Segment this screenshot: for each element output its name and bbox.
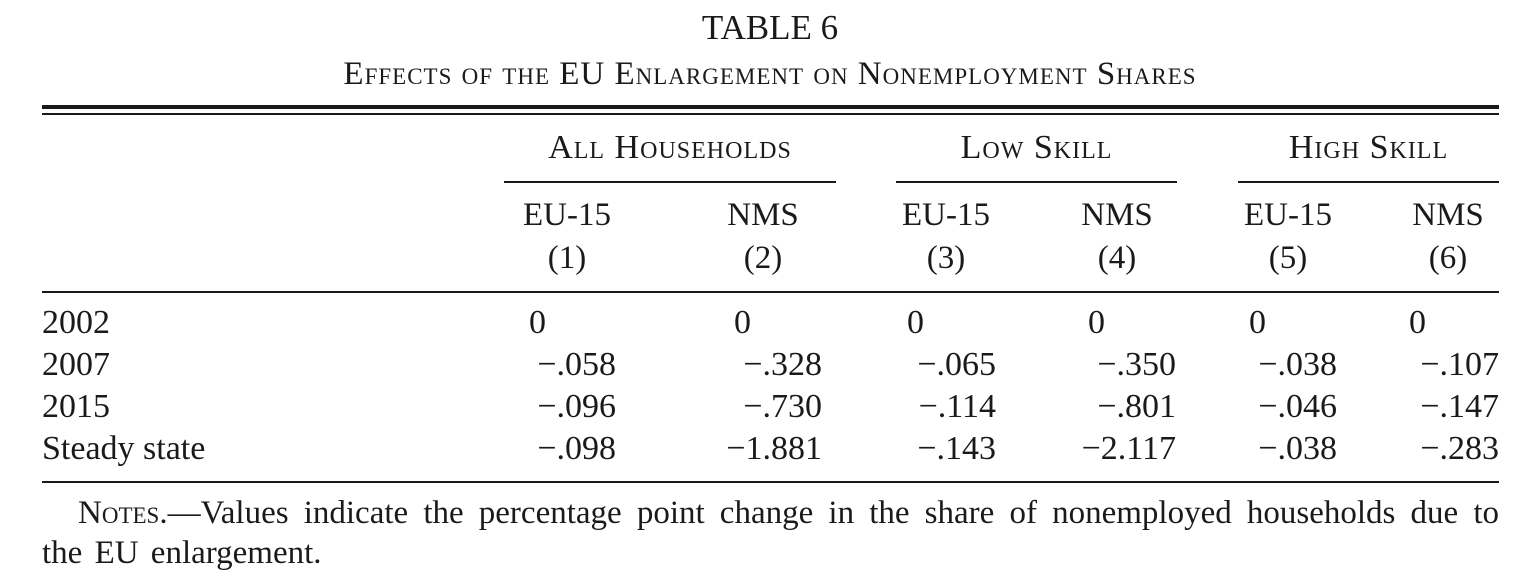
table-cell: −.114	[918, 388, 996, 425]
column-header-4: NMS	[1081, 197, 1153, 233]
bottom-rule	[42, 481, 1499, 483]
table-cell: −2.117	[1081, 430, 1176, 467]
table-cell: −.143	[917, 430, 996, 467]
table-cell: −.098	[537, 430, 616, 467]
column-number-2: (2)	[743, 240, 783, 276]
column-number-3: (3)	[926, 240, 966, 276]
column-header-1: EU-15	[523, 197, 611, 233]
table-cell: 0	[1409, 304, 1426, 341]
table-cell: −.283	[1420, 430, 1499, 467]
table-number: TABLE 6	[701, 8, 839, 47]
group-underline-all-households	[504, 181, 836, 183]
group-underline-high-skill	[1238, 181, 1499, 183]
row-label-2015: 2015	[42, 388, 110, 425]
column-header-6: NMS	[1412, 197, 1484, 233]
row-label-steady-state: Steady state	[42, 430, 206, 467]
table-cell: 0	[1088, 304, 1105, 341]
table-cell: 0	[529, 304, 546, 341]
table-cell: −.038	[1258, 346, 1337, 383]
table-cell: −.096	[537, 388, 616, 425]
top-rule-thick	[42, 105, 1499, 109]
table-cell: −.730	[743, 388, 822, 425]
group-underline-low-skill	[896, 181, 1177, 183]
notes-lead: Notes.	[78, 495, 168, 531]
table-title: Effects of the EU Enlargement on Nonempl…	[343, 56, 1197, 92]
table-cell: −.065	[917, 346, 996, 383]
table-cell: −.046	[1258, 388, 1337, 425]
column-number-6: (6)	[1428, 240, 1468, 276]
column-number-5: (5)	[1268, 240, 1308, 276]
group-header-all-households: All Households	[548, 129, 792, 166]
table-cell: 0	[734, 304, 751, 341]
column-header-3: EU-15	[902, 197, 990, 233]
top-rule-thin	[42, 113, 1499, 115]
table-cell: −.038	[1258, 430, 1337, 467]
column-number-1: (1)	[547, 240, 587, 276]
row-label-2007: 2007	[42, 346, 110, 383]
table-notes: Notes.—Values indicate the percentage po…	[42, 493, 1499, 573]
column-header-5: EU-15	[1244, 197, 1332, 233]
table-cell: −.058	[537, 346, 616, 383]
table-cell: −.350	[1097, 346, 1176, 383]
row-label-2002: 2002	[42, 304, 110, 341]
table-cell: −.328	[743, 346, 822, 383]
group-header-low-skill: Low Skill	[960, 129, 1113, 166]
column-header-2: NMS	[727, 197, 799, 233]
group-header-high-skill: High Skill	[1288, 129, 1449, 166]
header-rule	[42, 291, 1499, 293]
table-cell: −1.881	[726, 430, 822, 467]
table-cell: −.801	[1097, 388, 1176, 425]
notes-text: —Values indicate the percentage point ch…	[42, 495, 1499, 571]
table-cell: 0	[907, 304, 924, 341]
table-cell: −.107	[1420, 346, 1499, 383]
table-cell: 0	[1249, 304, 1266, 341]
table-cell: −.147	[1420, 388, 1499, 425]
column-number-4: (4)	[1097, 240, 1137, 276]
